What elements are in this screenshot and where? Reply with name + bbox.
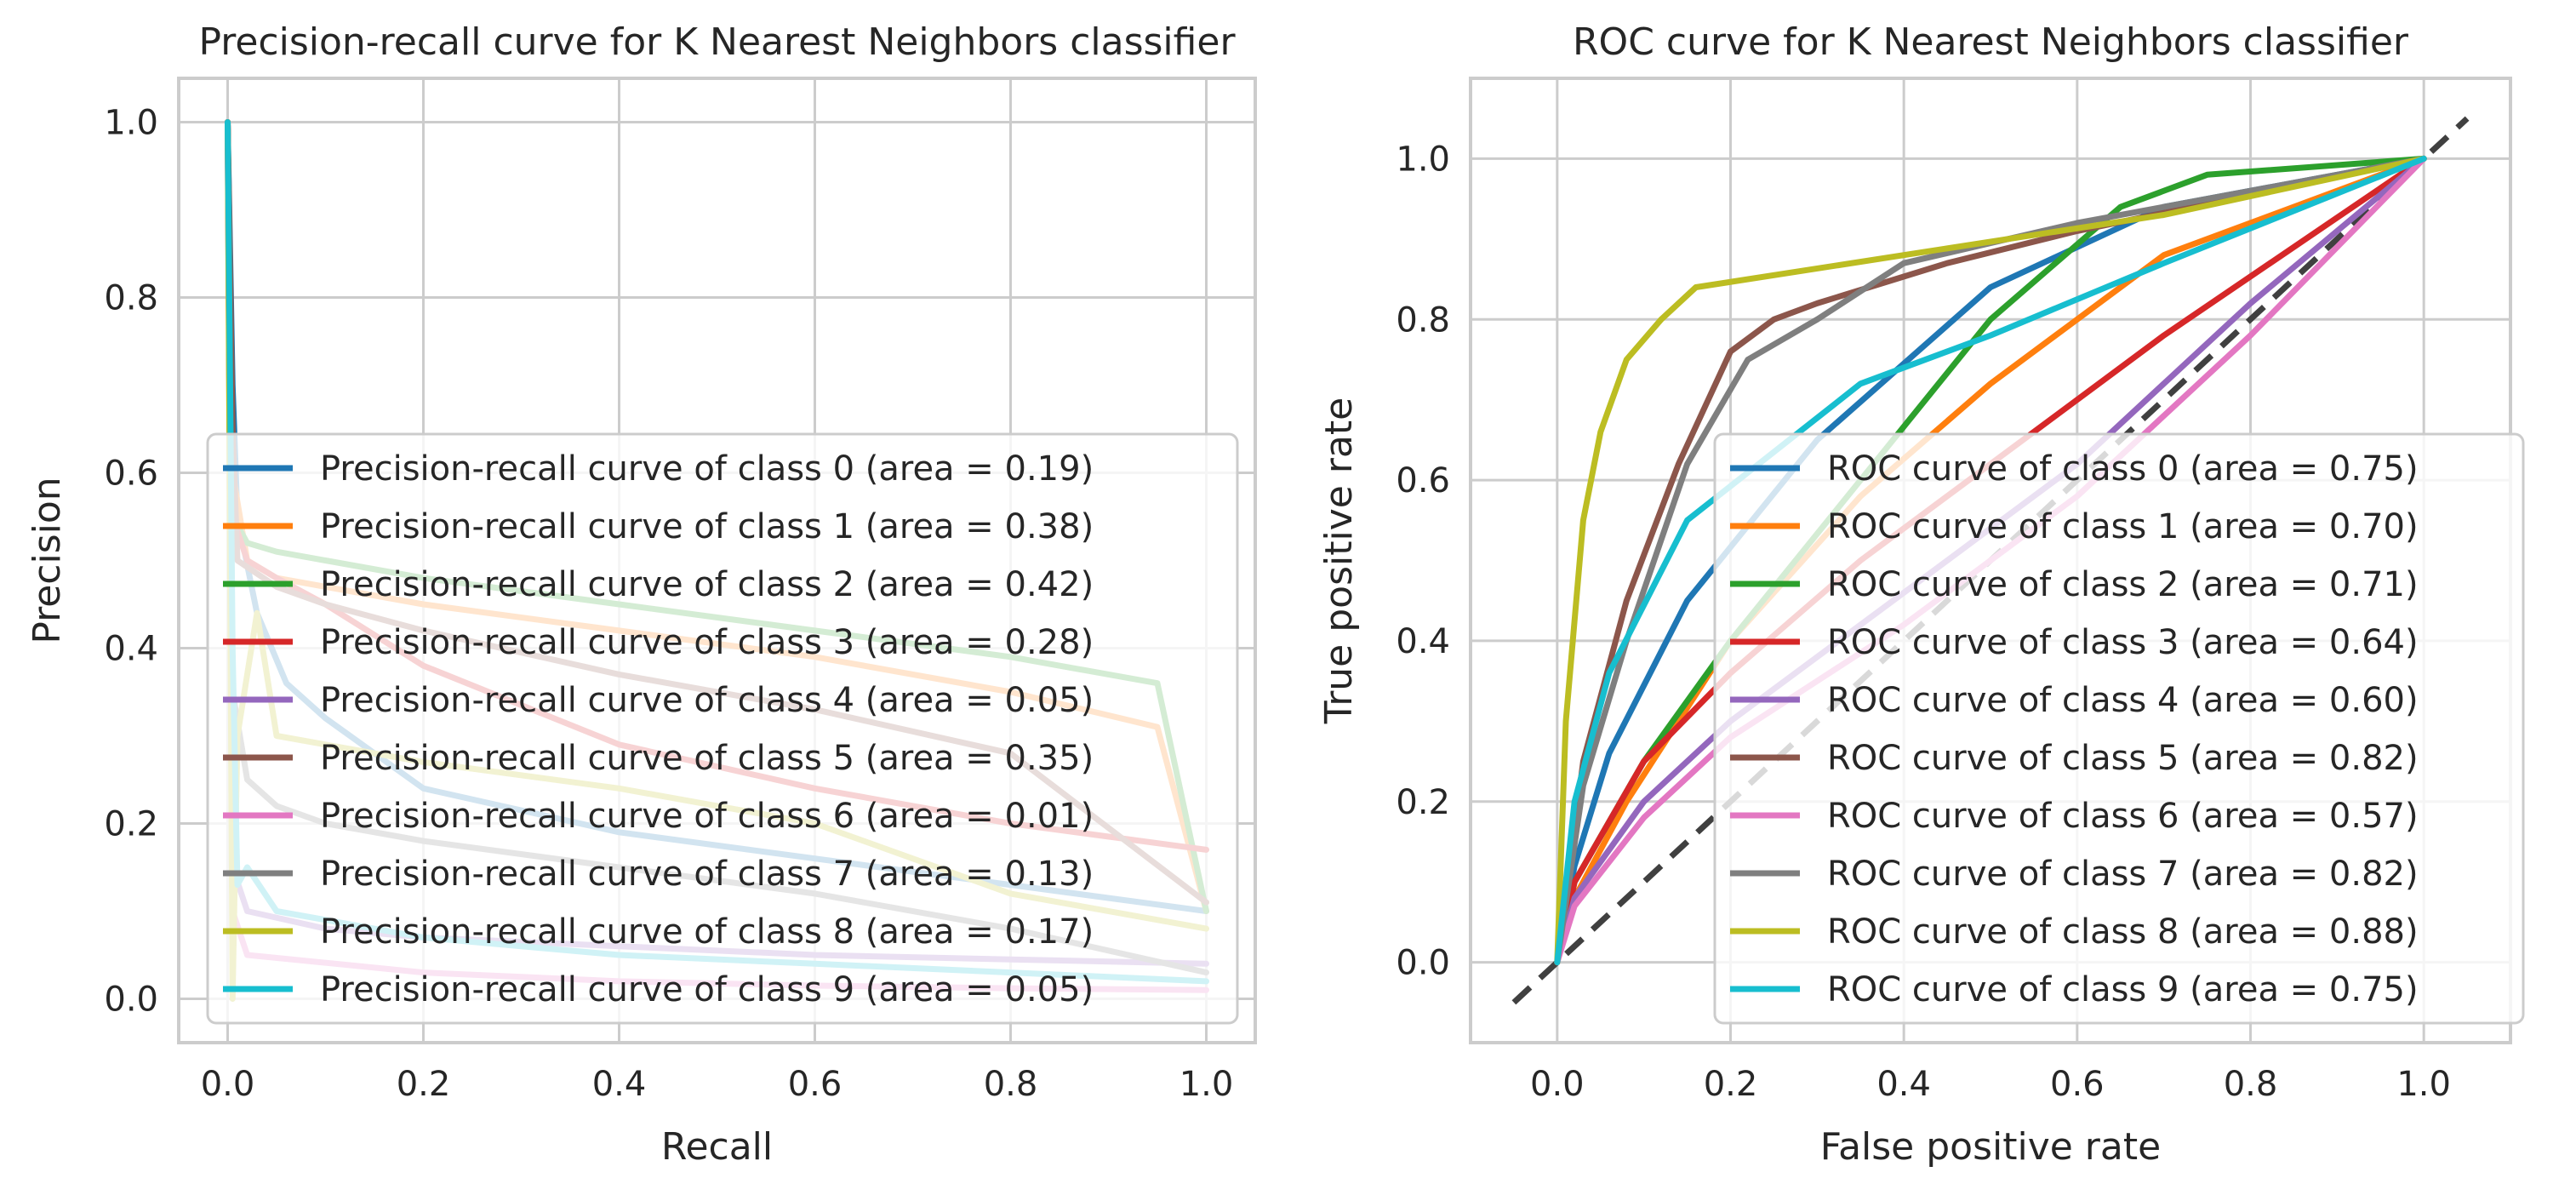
y-tick-label: 0.6: [1396, 461, 1450, 500]
y-tick-label: 0.8: [1396, 300, 1450, 340]
legend-label-class-9: ROC curve of class 9 (area = 0.75): [1827, 970, 2419, 1009]
x-tick-label: 0.6: [788, 1065, 842, 1104]
legend-label-class-8: Precision-recall curve of class 8 (area …: [320, 912, 1094, 952]
y-tick-label: 0.4: [104, 630, 158, 669]
legend-box: [206, 432, 1239, 1025]
legend-label-class-4: ROC curve of class 4 (area = 0.60): [1827, 681, 2419, 720]
legend-label-class-9: Precision-recall curve of class 9 (area …: [320, 970, 1094, 1009]
legend-label-class-0: ROC curve of class 0 (area = 0.75): [1827, 449, 2419, 489]
legend-label-class-1: ROC curve of class 1 (area = 0.70): [1827, 507, 2419, 546]
legend-label-class-4: Precision-recall curve of class 4 (area …: [320, 681, 1094, 720]
y-axis-label: Precision: [26, 477, 69, 643]
x-tick-label: 0.4: [592, 1065, 647, 1104]
x-tick-label: 1.0: [1179, 1065, 1234, 1104]
y-axis-label: True positive rate: [1317, 397, 1361, 724]
x-axis-label: Recall: [661, 1125, 773, 1169]
x-tick-label: 0.2: [397, 1065, 451, 1104]
y-tick-label: 0.0: [104, 981, 158, 1020]
x-tick-label: 1.0: [2396, 1065, 2451, 1104]
legend-label-class-2: ROC curve of class 2 (area = 0.71): [1827, 565, 2419, 604]
legend: ROC curve of class 0 (area = 0.75) ROC cu…: [1713, 432, 2525, 1025]
y-tick-label: 0.2: [1396, 783, 1450, 822]
x-tick-label: 0.4: [1876, 1065, 1931, 1104]
legend-label-class-7: ROC curve of class 7 (area = 0.82): [1827, 855, 2419, 894]
precision-recall-panel: 0.0 0.2 0.4 0.6 0.8 1.0 0.0 0.2 0.4 0.6 0.8 1.0 Prec…: [26, 20, 1257, 1169]
x-tick-label: 0.0: [1530, 1065, 1585, 1104]
x-tick-label: 0.8: [2224, 1065, 2278, 1104]
y-tick-label: 1.0: [1396, 140, 1450, 179]
series-line-class-8: [1554, 155, 2427, 966]
legend-label-class-6: ROC curve of class 6 (area = 0.57): [1827, 797, 2419, 836]
legend-label-class-3: Precision-recall curve of class 3 (area …: [320, 623, 1094, 662]
x-axis-label: False positive rate: [1820, 1125, 2161, 1169]
legend-label-class-0: Precision-recall curve of class 0 (area …: [320, 449, 1094, 489]
y-tick-label: 0.8: [104, 279, 158, 318]
x-tick-label: 0.2: [1704, 1065, 1758, 1104]
legend-label-class-3: ROC curve of class 3 (area = 0.64): [1827, 623, 2419, 662]
plot-frame: [177, 77, 1257, 1044]
y-tick-label: 0.4: [1396, 622, 1450, 661]
x-tick-label: 0.8: [984, 1065, 1038, 1104]
y-tick-label: 0.0: [1396, 944, 1450, 983]
y-tick-label: 1.0: [104, 104, 158, 143]
legend-box: [1713, 432, 2525, 1025]
x-tick-label: 0.0: [201, 1065, 255, 1104]
legend-label-class-5: Precision-recall curve of class 5 (area …: [320, 739, 1094, 778]
chart-title: Precision-recall curve for K Nearest Nei…: [198, 20, 1236, 64]
legend-label-class-1: Precision-recall curve of class 1 (area …: [320, 507, 1094, 546]
legend-label-class-6: Precision-recall curve of class 6 (area …: [320, 797, 1094, 836]
y-tick-label: 0.2: [104, 805, 158, 844]
y-tick-label: 0.6: [104, 455, 158, 494]
chart-title: ROC curve for K Nearest Neighbors classi…: [1573, 20, 2409, 64]
legend-label-class-7: Precision-recall curve of class 7 (area …: [320, 855, 1094, 894]
x-tick-label: 0.6: [2050, 1065, 2105, 1104]
legend: Precision-recall curve of class 0 (area …: [206, 432, 1239, 1025]
legend-label-class-5: ROC curve of class 5 (area = 0.82): [1827, 739, 2419, 778]
roc-panel: 0.0 0.2 0.4 0.6 0.8 1.0 0.0 0.2 0.4 0.6 0.8 1.0 ROC …: [1317, 20, 2525, 1169]
legend-label-class-8: ROC curve of class 8 (area = 0.88): [1827, 912, 2419, 952]
legend-label-class-2: Precision-recall curve of class 2 (area …: [320, 565, 1094, 604]
